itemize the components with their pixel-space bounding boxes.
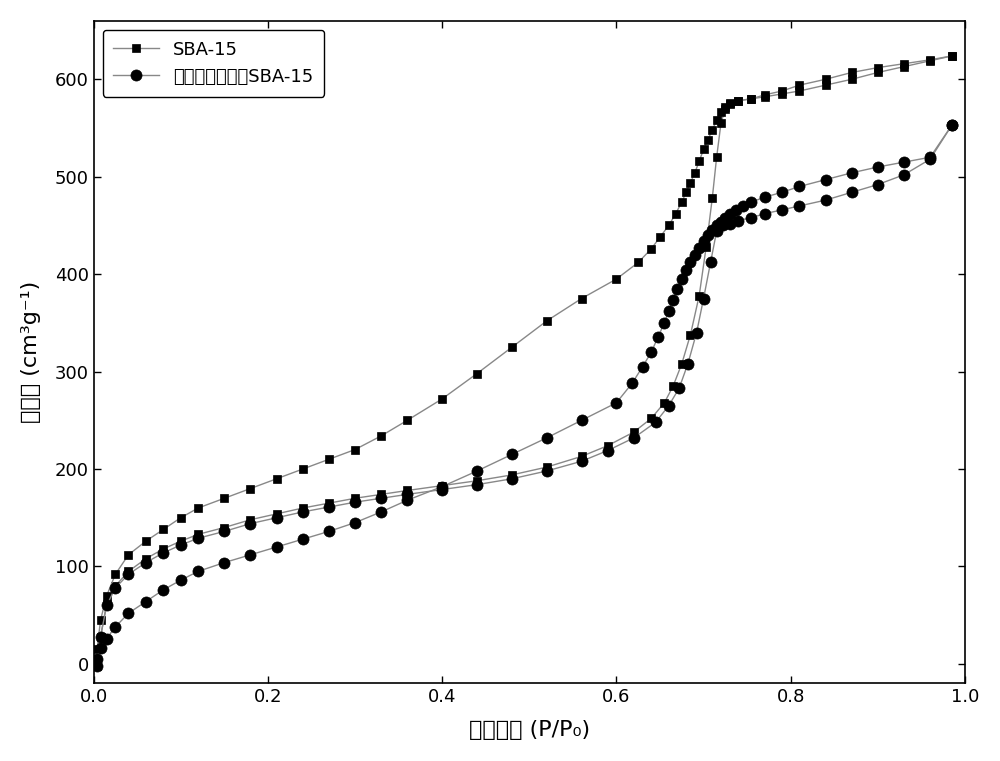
- SBA-15: [898, 62, 910, 72]
- 萌基磺酸基改性SBA-15: [820, 196, 832, 205]
- 萌基磺酸基改性SBA-15: [122, 570, 134, 579]
- 萌基磺酸基改性SBA-15: [628, 433, 640, 442]
- 萌基磺酸基改性SBA-15: [663, 401, 675, 410]
- 萌基磺酸基改性SBA-15: [323, 502, 335, 511]
- 萌基磺酸基改性SBA-15: [471, 480, 483, 489]
- 萌基磺酸基改性SBA-15: [101, 601, 113, 610]
- 萌基磺酸基改性SBA-15: [745, 213, 757, 222]
- 萌基磺酸基改性SBA-15: [192, 533, 204, 543]
- 萌基磺酸基改性SBA-15: [732, 216, 744, 225]
- SBA-15: [401, 486, 413, 495]
- 萌基磺酸基改性SBA-15: [673, 384, 685, 393]
- 萌基磺酸基改性SBA-15: [157, 548, 169, 557]
- SBA-15: [700, 242, 712, 251]
- SBA-15: [323, 498, 335, 508]
- SBA-15: [715, 119, 727, 128]
- 萌基磺酸基改性SBA-15: [717, 221, 729, 230]
- SBA-15: [140, 554, 152, 563]
- SBA-15: [693, 291, 705, 300]
- 萌基磺酸基改性SBA-15: [711, 227, 723, 236]
- 萌基磺酸基改性SBA-15: [91, 661, 103, 670]
- 萌基磺酸基改性SBA-15: [175, 540, 187, 549]
- SBA-15: [628, 428, 640, 437]
- 萌基磺酸基改性SBA-15: [924, 154, 936, 164]
- 萌基磺酸基改性SBA-15: [244, 519, 256, 528]
- 萌基磺酸基改性SBA-15: [271, 513, 283, 522]
- Legend: SBA-15, 萌基磺酸基改性SBA-15: SBA-15, 萌基磺酸基改性SBA-15: [103, 30, 324, 97]
- SBA-15: [471, 476, 483, 486]
- SBA-15: [349, 494, 361, 503]
- SBA-15: [846, 75, 858, 84]
- 萌基磺酸基改性SBA-15: [541, 466, 553, 476]
- SBA-15: [820, 81, 832, 90]
- SBA-15: [271, 509, 283, 518]
- 萌基磺酸基改性SBA-15: [401, 490, 413, 499]
- 萌基磺酸基改性SBA-15: [375, 494, 387, 503]
- SBA-15: [724, 99, 736, 108]
- SBA-15: [122, 567, 134, 576]
- SBA-15: [91, 661, 103, 670]
- SBA-15: [793, 87, 805, 96]
- SBA-15: [297, 504, 309, 513]
- SBA-15: [658, 398, 670, 407]
- 萌基磺酸基改性SBA-15: [297, 508, 309, 517]
- 萌基磺酸基改性SBA-15: [218, 527, 230, 536]
- SBA-15: [872, 68, 884, 77]
- 萌基磺酸基改性SBA-15: [349, 498, 361, 507]
- SBA-15: [375, 490, 387, 499]
- SBA-15: [506, 470, 518, 479]
- 萌基磺酸基改性SBA-15: [576, 457, 588, 466]
- 萌基磺酸基改性SBA-15: [95, 632, 107, 642]
- 萌基磺酸基改性SBA-15: [724, 219, 736, 228]
- SBA-15: [924, 56, 936, 65]
- 萌基磺酸基改性SBA-15: [776, 205, 788, 215]
- SBA-15: [576, 452, 588, 461]
- 萌基磺酸基改性SBA-15: [506, 474, 518, 483]
- 萌基磺酸基改性SBA-15: [698, 294, 710, 303]
- 萌基磺酸基改性SBA-15: [759, 209, 771, 218]
- SBA-15: [218, 523, 230, 532]
- SBA-15: [436, 481, 448, 490]
- SBA-15: [192, 530, 204, 539]
- SBA-15: [244, 515, 256, 524]
- 萌基磺酸基改性SBA-15: [140, 558, 152, 567]
- 萌基磺酸基改性SBA-15: [846, 188, 858, 197]
- SBA-15: [706, 193, 718, 202]
- 萌基磺酸基改性SBA-15: [705, 258, 717, 267]
- X-axis label: 相对压力 (P/P₀): 相对压力 (P/P₀): [469, 720, 590, 740]
- SBA-15: [541, 463, 553, 472]
- 萌基磺酸基改性SBA-15: [682, 359, 694, 368]
- 萌基磺酸基改性SBA-15: [602, 446, 614, 455]
- 萌基磺酸基改性SBA-15: [793, 202, 805, 211]
- 萌基磺酸基改性SBA-15: [872, 180, 884, 189]
- SBA-15: [109, 581, 121, 591]
- SBA-15: [667, 382, 679, 391]
- SBA-15: [719, 104, 731, 113]
- SBA-15: [602, 441, 614, 451]
- SBA-15: [745, 94, 757, 103]
- SBA-15: [759, 92, 771, 101]
- 萌基磺酸基改性SBA-15: [898, 170, 910, 180]
- SBA-15: [711, 153, 723, 162]
- SBA-15: [645, 414, 657, 423]
- SBA-15: [95, 632, 107, 642]
- Line: SBA-15: SBA-15: [93, 52, 956, 670]
- Y-axis label: 吸附量 (cm³g⁻¹): 吸附量 (cm³g⁻¹): [21, 281, 41, 423]
- 萌基磺酸基改性SBA-15: [109, 584, 121, 593]
- SBA-15: [676, 359, 688, 368]
- SBA-15: [175, 537, 187, 546]
- SBA-15: [776, 89, 788, 98]
- SBA-15: [732, 96, 744, 105]
- SBA-15: [157, 544, 169, 553]
- 萌基磺酸基改性SBA-15: [691, 328, 703, 337]
- 萌基磺酸基改性SBA-15: [946, 120, 958, 129]
- SBA-15: [684, 330, 696, 339]
- SBA-15: [101, 599, 113, 608]
- 萌基磺酸基改性SBA-15: [650, 418, 662, 427]
- 萌基磺酸基改性SBA-15: [436, 485, 448, 494]
- SBA-15: [946, 51, 958, 60]
- Line: 萌基磺酸基改性SBA-15: 萌基磺酸基改性SBA-15: [92, 119, 957, 671]
